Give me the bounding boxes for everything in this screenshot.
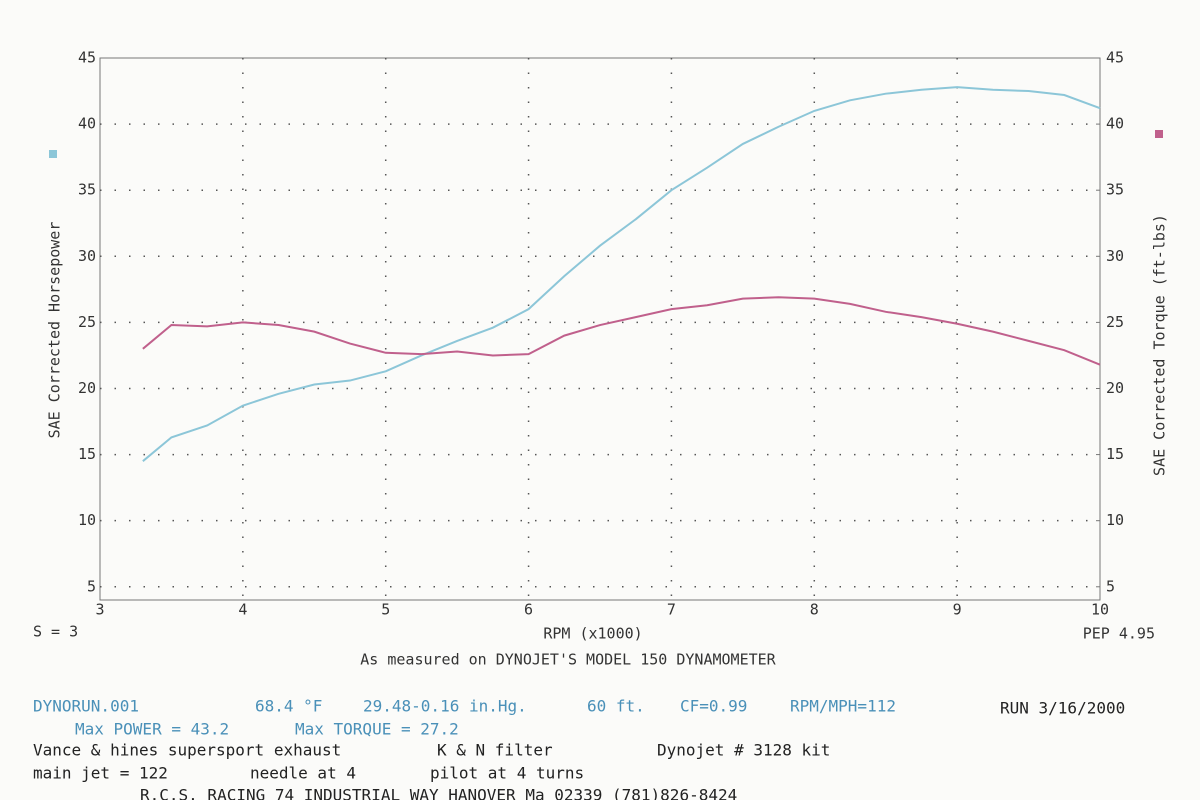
run-setting: S = 3 [33,623,78,641]
y2-tick-label: 5 [1106,577,1115,595]
footer-text: Dynojet # 3128 kit [657,741,830,760]
footer-text: R.C.S. RACING 74 INDUSTRIAL WAY HANOVER … [140,786,737,800]
footer-text: RPM/MPH=112 [790,697,896,716]
footer-text: K & N filter [437,741,553,760]
y-tick-label: 15 [78,445,96,463]
y2-tick-label: 45 [1106,49,1124,67]
footer-text: 68.4 °F [255,697,322,716]
footer-text: RUN 3/16/2000 [1000,699,1125,718]
footer-text: Vance & hines supersport exhaust [33,741,341,760]
y-tick-label: 45 [78,49,96,67]
y-tick-label: 25 [78,313,96,331]
x-tick-label: 9 [953,601,962,619]
x-tick-label: 10 [1091,601,1109,619]
footer-text: needle at 4 [250,764,356,783]
y-tick-label: 5 [87,577,96,595]
y-tick-label: 35 [78,181,96,199]
y2-axis-label: SAE Corrected Torque (ft-lbs) [1151,214,1169,476]
y-tick-label: 20 [78,379,96,397]
subtitle: As measured on DYNOJET'S MODEL 150 DYNAM… [360,651,776,669]
y2-tick-label: 25 [1106,313,1124,331]
y2-tick-label: 30 [1106,247,1124,265]
y2-tick-label: 15 [1106,445,1124,463]
legend-swatch [49,150,57,158]
y-tick-label: 10 [78,511,96,529]
footer-text: 29.48-0.16 in.Hg. [363,697,527,716]
data-line [142,296,1101,366]
y2-tick-label: 35 [1106,181,1124,199]
x-tick-label: 8 [810,601,819,619]
footer-text: pilot at 4 turns [430,764,584,783]
footer-text: DYNORUN.001 [33,697,139,716]
y-tick-label: 30 [78,247,96,265]
x-tick-label: 3 [95,601,104,619]
footer-text: 60 ft. [587,697,645,716]
x-tick-label: 7 [667,601,676,619]
x-tick-label: 6 [524,601,533,619]
plot-frame [99,57,1101,601]
legend-swatch [1155,130,1163,138]
footer-text: CF=0.99 [680,697,747,716]
y-tick-label: 40 [78,115,96,133]
x-tick-label: 4 [238,601,247,619]
data-line [142,86,1101,462]
x-tick-label: 5 [381,601,390,619]
footer-text: Max POWER = 43.2 [75,720,229,739]
footer-text: main jet = 122 [33,764,168,783]
y-axis-label: SAE Corrected Horsepower [46,222,64,439]
run-setting: PEP 4.95 [1083,625,1155,643]
footer-text: Max TORQUE = 27.2 [295,720,459,739]
y2-tick-label: 20 [1106,379,1124,397]
y2-tick-label: 10 [1106,511,1124,529]
x-axis-label: RPM (x1000) [543,625,642,643]
y2-tick-label: 40 [1106,115,1124,133]
